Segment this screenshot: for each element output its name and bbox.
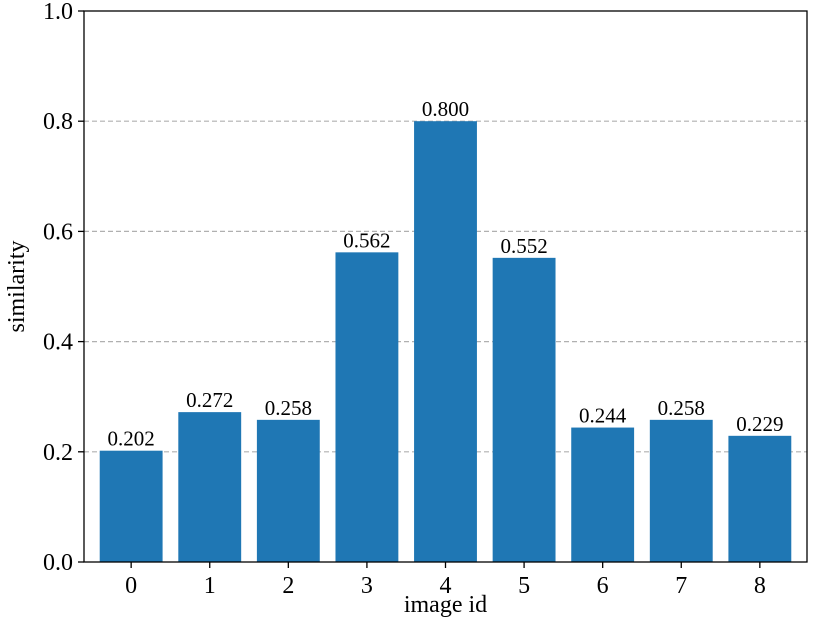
x-tick-label: 7: [675, 573, 687, 599]
y-tick-label: 0.8: [43, 109, 73, 135]
bar-value-label: 0.562: [343, 228, 390, 252]
y-tick-label: 1.0: [43, 0, 73, 25]
bar-7: [649, 419, 713, 562]
bar-0: [99, 450, 163, 562]
bars: [99, 121, 792, 562]
bar-4: [414, 121, 477, 562]
bar-value-label: 0.202: [108, 427, 155, 451]
x-tick-label: 0: [125, 573, 137, 599]
bar-value-label: 0.800: [422, 97, 469, 121]
bar-value-label: 0.244: [579, 404, 627, 428]
bar-value-label: 0.258: [658, 396, 705, 420]
bar-8: [728, 435, 792, 562]
x-tick-label: 1: [204, 573, 216, 599]
bar-2: [256, 419, 320, 562]
bar-value-label: 0.552: [500, 234, 547, 258]
bar-value-label: 0.272: [186, 388, 233, 412]
y-tick-label: 0.4: [43, 330, 73, 356]
x-axis-ticks: 0 1 2 3 4 5 6 7 8: [125, 562, 766, 599]
x-tick-label: 8: [754, 573, 766, 599]
bar-value-label: 0.229: [736, 412, 783, 436]
bar-5: [492, 257, 556, 562]
x-tick-label: 2: [282, 573, 294, 599]
y-axis-ticks: 0.0 0.2 0.4 0.6 0.8 1.0: [43, 0, 84, 576]
x-tick-label: 4: [440, 573, 452, 599]
y-tick-label: 0.0: [43, 550, 73, 576]
y-tick-label: 0.2: [43, 440, 73, 466]
x-tick-label: 5: [518, 573, 530, 599]
bar-value-labels: 0.202 0.272 0.258 0.562 0.800 0.552 0.244 0.258…: [108, 97, 784, 450]
bar-value-label: 0.258: [265, 396, 312, 420]
x-axis-label: image id: [404, 592, 487, 618]
bar-3: [335, 252, 399, 562]
bar-6: [571, 427, 635, 562]
bar-1: [178, 412, 242, 562]
x-tick-label: 6: [597, 573, 609, 599]
y-axis-label: similarity: [4, 241, 30, 333]
x-tick-label: 3: [361, 573, 373, 599]
y-tick-label: 0.6: [43, 219, 73, 245]
